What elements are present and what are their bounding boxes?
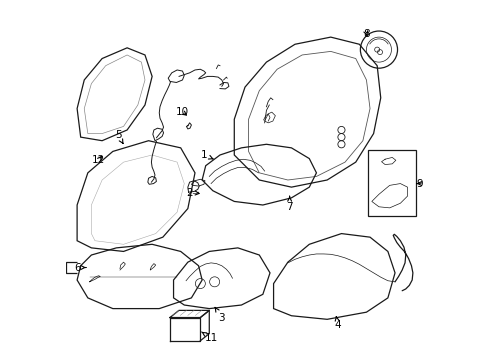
Text: 11: 11 [202,332,218,343]
Text: 1: 1 [200,150,213,160]
Text: 4: 4 [335,317,341,330]
Text: 2: 2 [186,188,199,198]
Text: 9: 9 [416,179,423,189]
Text: 10: 10 [176,107,189,117]
Text: 5: 5 [115,130,123,143]
Text: 12: 12 [92,156,105,165]
Bar [368,150,416,216]
Text: 8: 8 [363,28,370,39]
Text: 7: 7 [286,196,293,212]
Text: 6: 6 [74,262,86,273]
Text: 3: 3 [215,307,225,323]
